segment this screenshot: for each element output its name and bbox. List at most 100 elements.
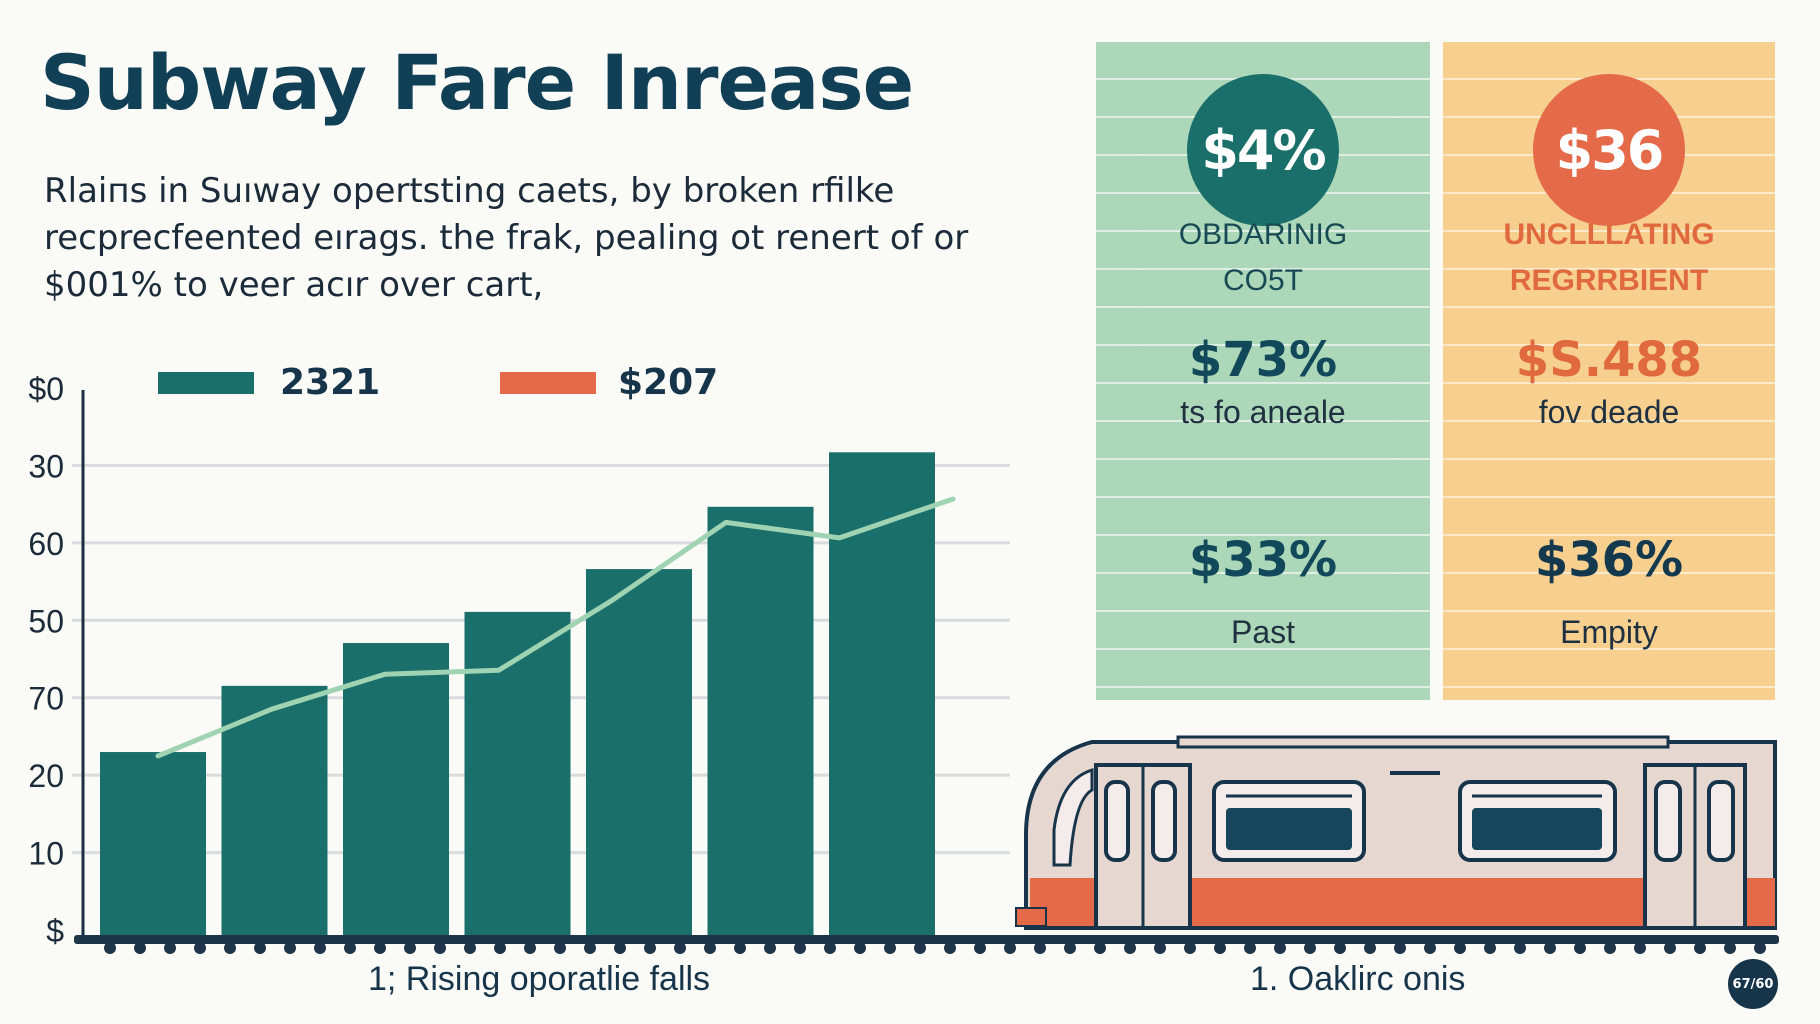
y-tick-label: 70 bbox=[28, 681, 64, 717]
corner-badge: 67/60 bbox=[1728, 959, 1778, 1009]
track-tie bbox=[254, 942, 266, 954]
track-tie bbox=[734, 942, 746, 954]
track-tie bbox=[284, 942, 296, 954]
track-tie bbox=[1754, 942, 1766, 954]
track-tie bbox=[1694, 942, 1706, 954]
track-tie bbox=[1394, 942, 1406, 954]
track-tie bbox=[644, 942, 656, 954]
orange-label-1: fov deade bbox=[1538, 394, 1680, 430]
track-tie bbox=[1244, 942, 1256, 954]
track-tie bbox=[1724, 942, 1736, 954]
subway-train-illustration bbox=[1015, 735, 1777, 930]
y-tick-label: $ bbox=[46, 913, 64, 949]
track-tie bbox=[974, 942, 986, 954]
orange-value-2: $36% bbox=[1534, 532, 1684, 588]
track-tie bbox=[1124, 942, 1136, 954]
track-tie bbox=[404, 942, 416, 954]
track-tie bbox=[524, 942, 536, 954]
track-tie bbox=[1664, 942, 1676, 954]
stat-panel-green: $4% OBDARINIG CO5T $73% ts fo aneale $33… bbox=[1096, 42, 1430, 700]
track-tie bbox=[1574, 942, 1586, 954]
track-tie bbox=[434, 942, 446, 954]
bar bbox=[829, 452, 935, 935]
orange-label-2: Empity bbox=[1560, 614, 1658, 650]
track-tie bbox=[1364, 942, 1376, 954]
track-tie bbox=[224, 942, 236, 954]
track-tie bbox=[704, 942, 716, 954]
track-tie bbox=[1514, 942, 1526, 954]
track-tie bbox=[1304, 942, 1316, 954]
bar bbox=[343, 643, 449, 935]
y-tick-label: 50 bbox=[28, 603, 64, 639]
caption-left: 1; Rising oporatlie falls bbox=[368, 960, 711, 998]
orange-badge: $36 bbox=[1533, 74, 1685, 226]
y-tick-label: 20 bbox=[28, 758, 64, 794]
track-tie bbox=[584, 942, 596, 954]
y-tick-label: 30 bbox=[28, 448, 64, 484]
page-title: Subway Fare Inrease bbox=[40, 38, 914, 127]
green-value-2: $33% bbox=[1188, 532, 1338, 588]
track-tie bbox=[1544, 942, 1556, 954]
track-tie bbox=[824, 942, 836, 954]
track-tie bbox=[134, 942, 146, 954]
track-tie bbox=[1484, 942, 1496, 954]
track-tie bbox=[764, 942, 776, 954]
y-tick-label: 60 bbox=[28, 526, 64, 562]
track-tie bbox=[494, 942, 506, 954]
track-tie bbox=[194, 942, 206, 954]
legend-label: $207 bbox=[618, 362, 718, 403]
green-panel-label: OBDARINIG CO5T bbox=[1178, 218, 1348, 297]
track-tie bbox=[854, 942, 866, 954]
track-tie bbox=[1184, 942, 1196, 954]
track-tie bbox=[1094, 942, 1106, 954]
legend-swatch bbox=[158, 372, 254, 394]
y-tick-label: 10 bbox=[28, 836, 64, 872]
track-tie bbox=[1274, 942, 1286, 954]
track-tie bbox=[344, 942, 356, 954]
stat-panel-orange: $36 UNCLLLATING REGRRBIENT $S.488 fov de… bbox=[1443, 42, 1775, 700]
green-label-2: Past bbox=[1230, 614, 1296, 650]
track-tie bbox=[1634, 942, 1646, 954]
track-tie bbox=[374, 942, 386, 954]
track-tie bbox=[794, 942, 806, 954]
track-tie bbox=[884, 942, 896, 954]
legend-label: 2321 bbox=[280, 362, 380, 403]
track-tie bbox=[1154, 942, 1166, 954]
track-tie bbox=[1334, 942, 1346, 954]
page-subtitle: Rlaiпs in Suıway opertsting caets, by br… bbox=[44, 171, 969, 305]
bar bbox=[464, 611, 571, 935]
track-tie bbox=[1064, 942, 1076, 954]
track-tie bbox=[1604, 942, 1616, 954]
track-tie bbox=[1454, 942, 1466, 954]
caption-right: 1. Oaklirc onis bbox=[1250, 960, 1466, 998]
track-tie bbox=[1004, 942, 1016, 954]
track-tie bbox=[614, 942, 626, 954]
y-tick-label: $0 bbox=[28, 371, 64, 407]
track-tie bbox=[104, 942, 116, 954]
orange-panel-label: UNCLLLATING REGRRBIENT bbox=[1503, 218, 1715, 297]
green-badge: $4% bbox=[1187, 74, 1339, 226]
track-tie bbox=[674, 942, 686, 954]
track-tie bbox=[314, 942, 326, 954]
y-tick-labels: $0 30 60 50 70 20 10 $ bbox=[28, 371, 64, 949]
track-tie bbox=[164, 942, 176, 954]
orange-value-1: $S.488 bbox=[1515, 332, 1703, 388]
green-label-1: ts fo aneale bbox=[1180, 394, 1346, 430]
track-tie bbox=[554, 942, 566, 954]
bars bbox=[100, 452, 935, 935]
track-tie bbox=[464, 942, 476, 954]
bar bbox=[707, 506, 814, 935]
track-tie bbox=[944, 942, 956, 954]
bar bbox=[586, 569, 692, 935]
green-value-1: $73% bbox=[1188, 332, 1338, 388]
rail-track bbox=[74, 935, 1779, 954]
track-tie bbox=[1214, 942, 1226, 954]
bar bbox=[100, 752, 206, 935]
track-tie bbox=[1034, 942, 1046, 954]
track-tie bbox=[1424, 942, 1436, 954]
track-tie bbox=[914, 942, 926, 954]
legend-swatch bbox=[500, 372, 596, 394]
trend-line bbox=[155, 496, 956, 759]
bar bbox=[221, 685, 328, 935]
